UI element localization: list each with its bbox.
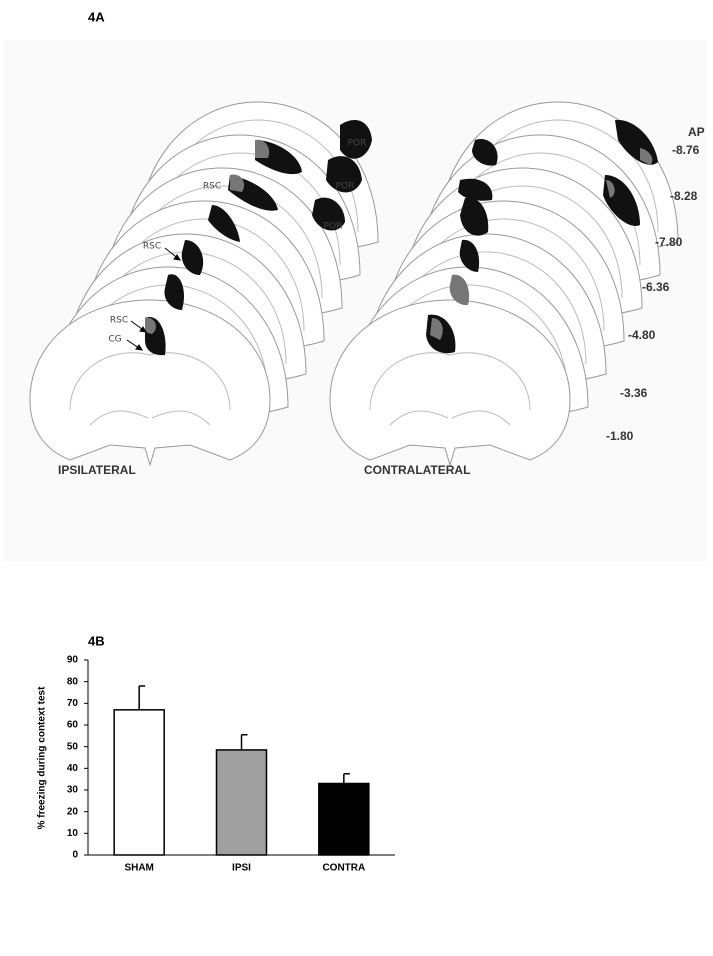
- y-tick-label: 10: [67, 828, 79, 839]
- ipsilateral-label: IPSILATERAL: [58, 463, 136, 477]
- y-tick-label: 70: [67, 698, 79, 709]
- ap-title: AP: [688, 125, 705, 139]
- x-tick-label: IPSI: [232, 863, 251, 874]
- ap-level: -4.80: [628, 328, 656, 342]
- x-tick-label: CONTRA: [322, 863, 365, 874]
- y-tick-label: 80: [67, 676, 79, 687]
- y-tick-label: 50: [67, 741, 79, 752]
- panel-label: 4B: [88, 633, 105, 648]
- region-label: CG: [108, 335, 121, 345]
- y-tick-label: 60: [67, 720, 79, 731]
- y-axis-title: % freezing during context test: [37, 686, 48, 829]
- ap-level: -1.80: [606, 429, 634, 443]
- figure: 4A POR POR POR: [0, 0, 713, 956]
- region-label: POR: [324, 222, 343, 232]
- y-tick-label: 90: [67, 655, 79, 666]
- region-label: RSC: [203, 182, 221, 192]
- region-label: POR: [336, 182, 355, 192]
- contralateral-label: CONTRALATERAL: [364, 463, 470, 477]
- y-tick-label: 40: [67, 763, 79, 774]
- region-label: RSC: [143, 242, 161, 252]
- panel-label: 4A: [88, 9, 105, 24]
- region-label: POR: [348, 139, 367, 149]
- region-label: RSC: [110, 316, 128, 326]
- ap-level: -7.80: [655, 235, 683, 249]
- y-tick-label: 20: [67, 806, 79, 817]
- bar: [114, 710, 164, 855]
- x-tick-label: SHAM: [124, 863, 153, 874]
- ap-level: -8.28: [670, 189, 698, 203]
- bar: [217, 750, 267, 855]
- ap-level: -8.76: [672, 143, 700, 157]
- ap-level: -3.36: [620, 386, 648, 400]
- y-tick-label: 0: [72, 850, 78, 861]
- ap-level: -6.36: [642, 280, 670, 294]
- y-tick-label: 30: [67, 785, 79, 796]
- bar: [319, 784, 369, 856]
